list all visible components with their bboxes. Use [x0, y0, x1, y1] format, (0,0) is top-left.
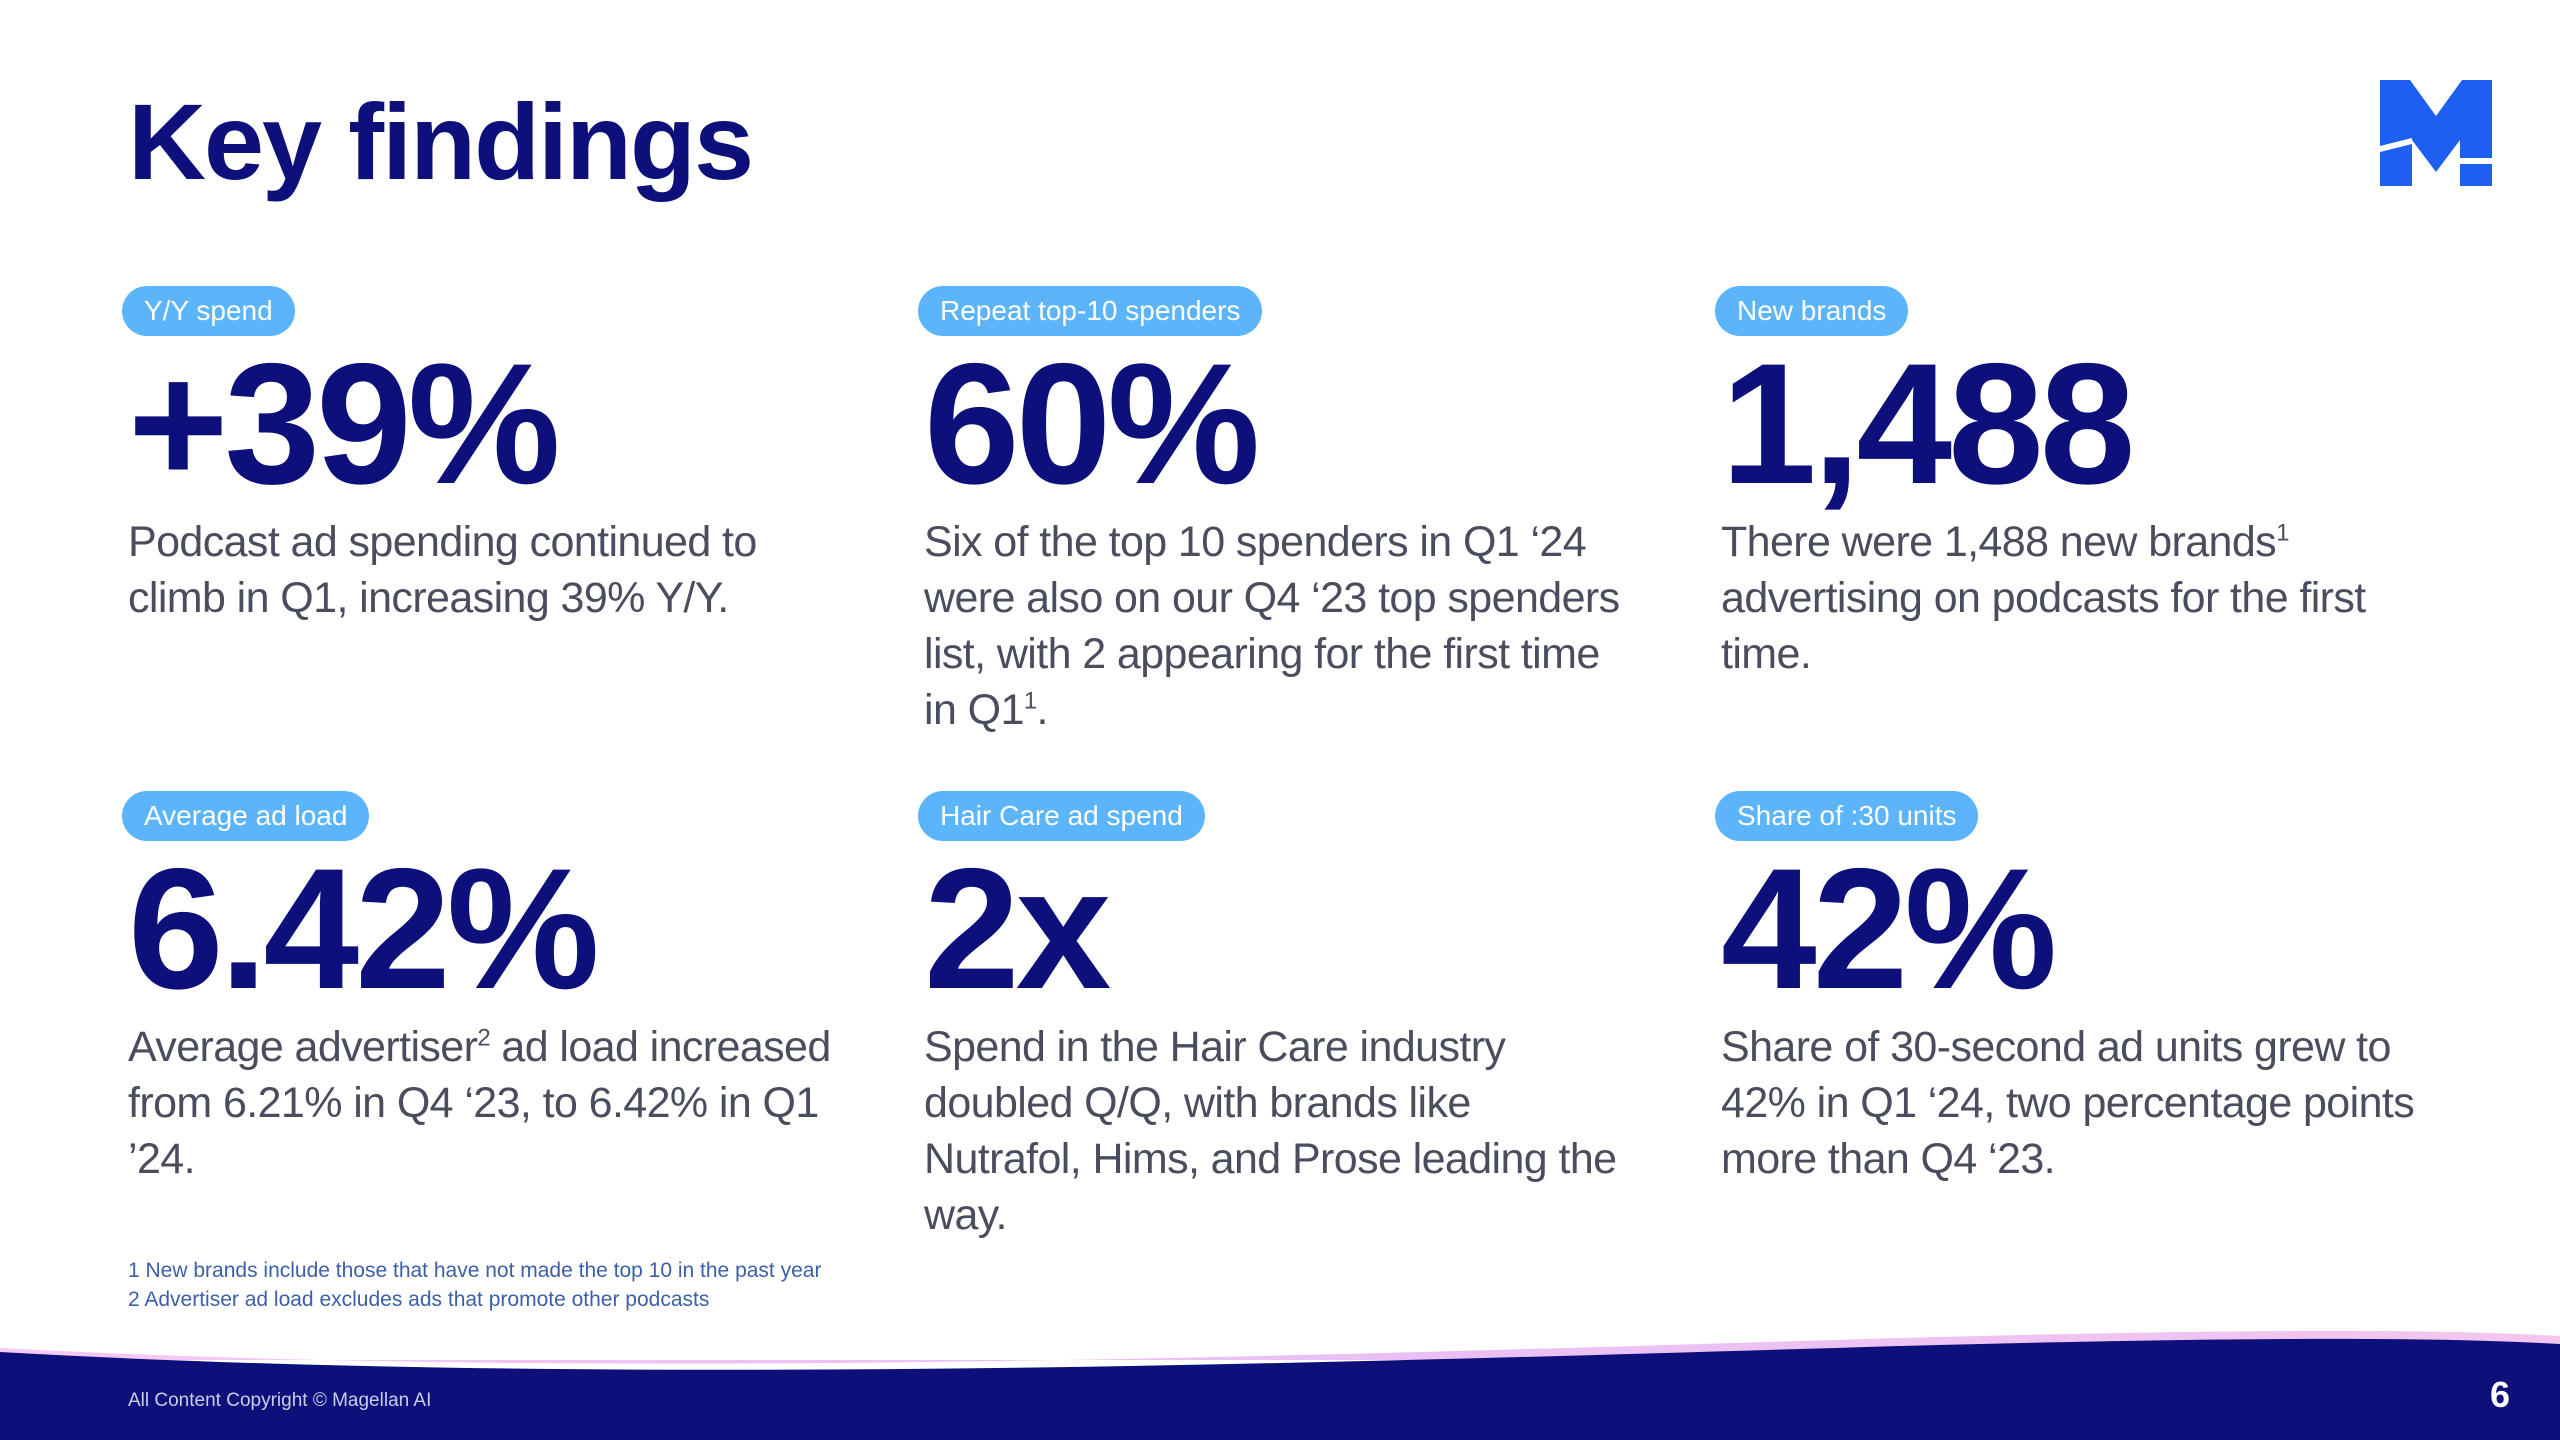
copyright-text: All Content Copyright © Magellan AI	[128, 1390, 432, 1411]
finding-label: Repeat top-10 spenders	[918, 286, 1263, 336]
finding-card-new-brands: New brands 1,488 There were 1,488 new br…	[1715, 286, 2435, 682]
page-title: Key findings	[128, 81, 754, 202]
footnote-ref: 1	[1023, 687, 1037, 715]
finding-description: There were 1,488 new brands1 advertising…	[1721, 518, 2366, 678]
finding-value: 2x	[924, 833, 1111, 1025]
finding-description: Share of 30-second ad units grew to 42% …	[1721, 1023, 2415, 1183]
footnote-ref: 1	[2276, 519, 2289, 547]
finding-description: Average advertiser2 ad load increased fr…	[128, 1023, 831, 1183]
finding-label: Share of :30 units	[1715, 791, 1979, 841]
finding-card-repeat-spenders: Repeat top-10 spenders 60% Six of the to…	[918, 286, 1638, 738]
finding-label: Y/Y spend	[122, 286, 295, 336]
magellan-logo	[2380, 80, 2492, 191]
finding-value: 42%	[1721, 833, 2057, 1025]
finding-description: Six of the top 10 spenders in Q1 ‘24 wer…	[924, 518, 1620, 734]
finding-description: Spend in the Hair Care industry doubled …	[924, 1023, 1617, 1239]
footnote-2: 2 Advertiser ad load excludes ads that p…	[128, 1288, 710, 1311]
footnote-1: 1 New brands include those that have not…	[128, 1259, 822, 1282]
finding-value: 1,488	[1721, 328, 2135, 520]
finding-description: Podcast ad spending continued to climb i…	[128, 518, 757, 622]
finding-label: New brands	[1715, 286, 1909, 336]
finding-label: Hair Care ad spend	[918, 791, 1205, 841]
finding-value: 60%	[924, 328, 1260, 520]
finding-card-hair-care: Hair Care ad spend 2x Spend in the Hair …	[918, 791, 1638, 1243]
finding-value: +39%	[128, 328, 561, 520]
page-number: 6	[2489, 1374, 2511, 1415]
footer-band	[0, 1320, 2560, 1440]
finding-card-yy-spend: Y/Y spend +39% Podcast ad spending conti…	[122, 286, 842, 626]
finding-value: 6.42%	[128, 833, 600, 1025]
footnotes: 1 New brands include those that have not…	[128, 1256, 821, 1314]
footnote-ref: 2	[477, 1024, 491, 1052]
finding-card-average-ad-load: Average ad load 6.42% Average advertiser…	[122, 791, 842, 1187]
finding-label: Average ad load	[122, 791, 370, 841]
finding-card-share-30-units: Share of :30 units 42% Share of 30-secon…	[1715, 791, 2435, 1187]
